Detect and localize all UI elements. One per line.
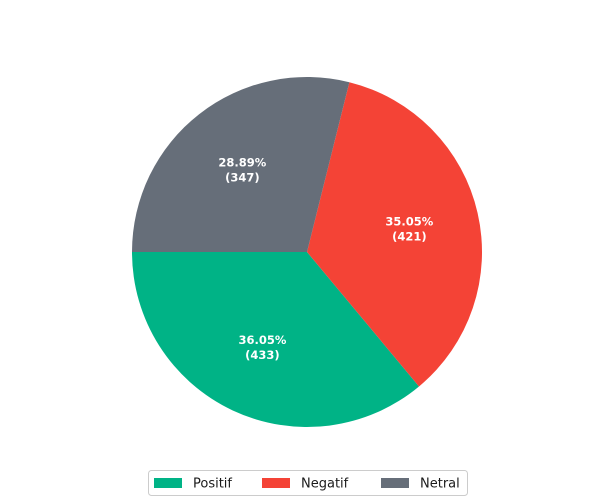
pie-slices	[132, 77, 483, 428]
legend-label: Negatif	[301, 477, 349, 492]
legend-label: Positif	[193, 477, 232, 492]
slice-count-label: (421)	[392, 230, 427, 244]
slice-percent-label: 35.05%	[385, 215, 433, 229]
pie-slice-netral	[132, 77, 350, 253]
pie-slice-labels: 36.05%(433) 35.05%(421) 28.89%(347)	[218, 155, 433, 362]
slice-count-label: (347)	[225, 170, 260, 184]
legend-swatch	[262, 478, 290, 488]
legend-swatch	[154, 478, 182, 488]
legend-item-negatif: Negatif	[262, 477, 349, 492]
legend-item-netral: Netral	[381, 477, 460, 492]
slice-percent-label: 36.05%	[238, 333, 286, 347]
legend-label: Netral	[420, 477, 460, 492]
legend-item-positif: Positif	[154, 477, 232, 492]
pie-slice-negatif	[307, 82, 483, 387]
legend-frame	[148, 470, 468, 496]
slice-percent-label: 28.89%	[218, 155, 266, 169]
pie-slice-positif	[132, 252, 420, 428]
legend: Positif Negatif Netral	[148, 470, 468, 496]
slice-count-label: (433)	[245, 348, 280, 362]
legend-swatch	[381, 478, 409, 488]
